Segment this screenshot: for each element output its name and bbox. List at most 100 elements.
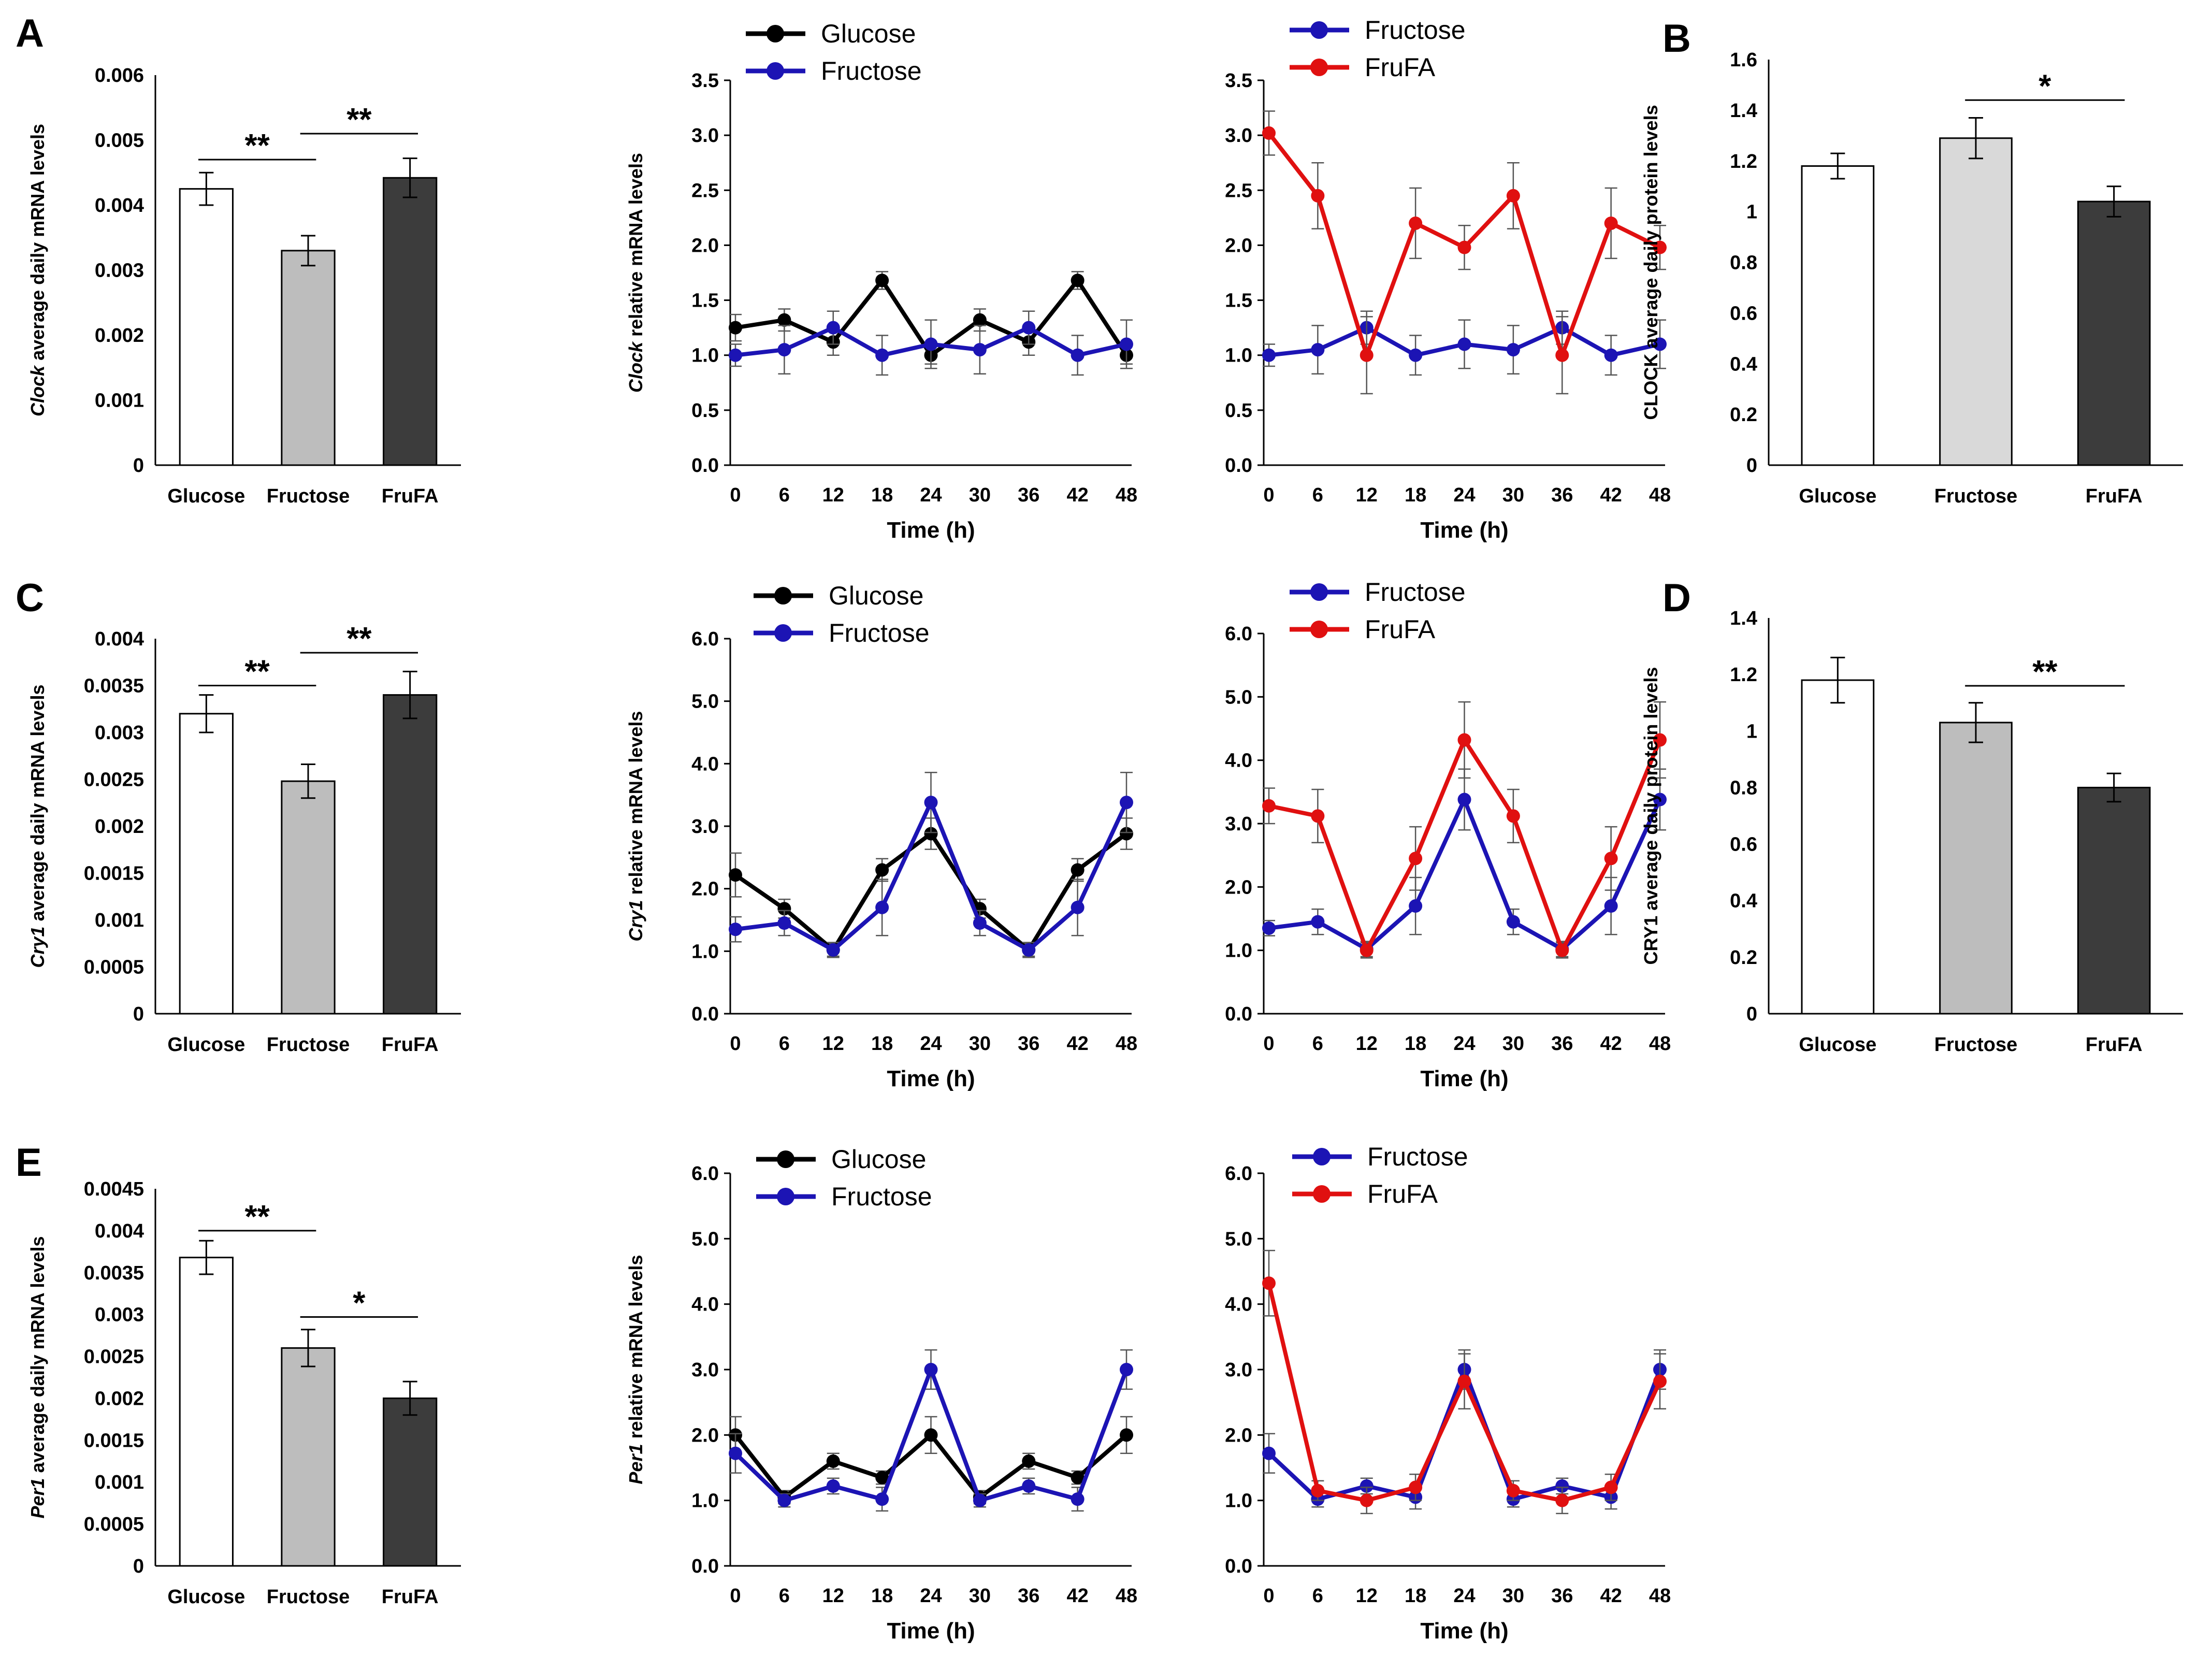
- x-tick-label: 6: [1312, 1033, 1323, 1055]
- data-point: [1457, 337, 1471, 351]
- chart-7: 0.0 1.0 2.0 3.0 4.0 5.0 6.0 0 6 12 18 24 30 36 42 48 Tim…: [1225, 578, 1671, 1091]
- x-tick-label: 48: [1116, 1585, 1137, 1607]
- y-tick-label: 1.0: [1225, 345, 1252, 367]
- chart-5: C 0 0.0005 0.001 0.0015 0.002 0.0025 0.003 0.003…: [16, 576, 461, 1056]
- data-point: [924, 1428, 938, 1442]
- y-tick-label: 1: [1746, 721, 1757, 742]
- y-tick-label: 0: [1746, 1003, 1757, 1025]
- x-tick-label: 18: [871, 1585, 893, 1607]
- y-tick-label: 2.0: [1225, 1424, 1252, 1446]
- y-tick-label: 6.0: [691, 1163, 719, 1185]
- y-tick-label: 0.004: [95, 195, 144, 217]
- bar-frufa: [383, 694, 438, 1015]
- y-tick-label: 4.0: [691, 1294, 719, 1316]
- bar-glucose: [179, 1257, 234, 1567]
- y-tick-label: 6.0: [691, 628, 719, 650]
- y-tick-label: 1.0: [1225, 1490, 1252, 1512]
- data-point: [1022, 1454, 1036, 1468]
- x-tick-label: 48: [1649, 1033, 1671, 1055]
- data-point: [1604, 1480, 1618, 1494]
- y-tick-label: 0.0015: [84, 863, 144, 885]
- x-tick-label: 6: [779, 1033, 790, 1055]
- y-tick-label: 1.4: [1730, 608, 1757, 629]
- x-tick-label: 0: [1263, 1033, 1274, 1055]
- x-tick-label: 48: [1649, 484, 1671, 506]
- x-tick-label: 36: [1018, 1033, 1039, 1055]
- y-tick-label: 0.0: [691, 1003, 719, 1025]
- data-point: [1262, 1446, 1276, 1460]
- data-point: [1555, 348, 1569, 362]
- bar-glucose: [1801, 679, 1875, 1015]
- y-axis-label: Clock relative mRNA levels: [625, 153, 646, 393]
- data-point: [1457, 240, 1471, 254]
- significance-marker: **: [346, 621, 372, 657]
- y-tick-label: 4.0: [1225, 750, 1252, 772]
- x-tick-label: 30: [1502, 1585, 1524, 1607]
- data-point: [729, 321, 742, 335]
- x-tick-label: 42: [1066, 1585, 1088, 1607]
- y-axis-label-text: relative mRNA levels: [625, 1255, 646, 1444]
- data-point: [1262, 1276, 1276, 1290]
- data-point: [826, 1454, 840, 1468]
- x-axis-label: Time (h): [1420, 1066, 1508, 1091]
- x-tick-label: 12: [1356, 1033, 1378, 1055]
- x-tick-label: 48: [1649, 1585, 1671, 1607]
- y-tick-label: 0.0005: [84, 957, 144, 978]
- legend-label: Fructose: [1367, 1142, 1468, 1171]
- data-point: [1311, 189, 1325, 203]
- y-tick-label: 3.0: [1225, 813, 1252, 835]
- data-point: [777, 902, 791, 916]
- y-tick-label: 0.004: [95, 1220, 144, 1242]
- data-point: [777, 313, 791, 327]
- y-axis-label-text: average daily mRNA levels: [27, 685, 48, 927]
- y-tick-label: 5.0: [691, 691, 719, 713]
- legend-marker: [774, 587, 792, 604]
- legend-marker: [1310, 621, 1328, 638]
- y-tick-label: 0.006: [95, 65, 144, 87]
- x-tick-label: 6: [1312, 1585, 1323, 1607]
- x-axis-label: Time (h): [887, 517, 975, 543]
- bar-fructose: [1939, 137, 2013, 466]
- y-tick-label: 3.0: [691, 1359, 719, 1381]
- legend-label: FruFA: [1365, 615, 1436, 644]
- x-category-label: Fructose: [267, 485, 350, 507]
- data-point: [1409, 899, 1423, 913]
- legend-label: Fructose: [1365, 16, 1466, 45]
- significance-marker: **: [245, 654, 270, 690]
- legend-marker: [1310, 21, 1328, 39]
- data-point: [1409, 852, 1423, 866]
- series-frufa: [1262, 701, 1667, 959]
- bar-glucose: [1801, 165, 1875, 466]
- x-tick-label: 30: [1502, 1033, 1524, 1055]
- y-tick-label: 0.0005: [84, 1514, 144, 1535]
- panel-letter: D: [1662, 576, 1691, 620]
- data-point: [1360, 1493, 1374, 1507]
- data-point: [1604, 852, 1618, 866]
- legend-label: Glucose: [831, 1145, 926, 1174]
- x-category-label: Glucose: [167, 485, 245, 507]
- bar-frufa: [2077, 200, 2151, 466]
- x-tick-label: 18: [1405, 1585, 1426, 1607]
- data-point: [1604, 348, 1618, 362]
- legend-marker: [1310, 59, 1328, 76]
- significance-marker: **: [245, 1199, 270, 1235]
- legend-marker: [777, 1150, 794, 1168]
- data-point: [1457, 793, 1471, 807]
- chart-3: 0.0 0.5 1.0 1.5 2.0 2.5 3.0 3.5 0 6 12 18 24 30 36 42 48…: [1225, 16, 1671, 543]
- data-point: [1022, 943, 1036, 957]
- data-point: [1604, 216, 1618, 230]
- significance-marker: **: [346, 102, 372, 138]
- x-category-label: Fructose: [267, 1034, 350, 1056]
- data-point: [826, 1479, 840, 1493]
- data-point: [1555, 943, 1569, 957]
- y-tick-label: 3.5: [691, 70, 719, 92]
- data-point: [1071, 900, 1085, 914]
- x-tick-label: 30: [969, 484, 991, 506]
- x-category-label: FruFA: [2086, 1034, 2143, 1056]
- data-point: [1506, 1484, 1520, 1498]
- chart-9: E 0 0.0005 0.001 0.0015 0.002 0.0025 0.003 0.003…: [16, 1141, 461, 1608]
- y-axis-label: Per1 relative mRNA levels: [625, 1255, 646, 1485]
- data-point: [1506, 343, 1520, 357]
- y-tick-label: 1.5: [1225, 290, 1252, 312]
- data-point: [1071, 1471, 1085, 1485]
